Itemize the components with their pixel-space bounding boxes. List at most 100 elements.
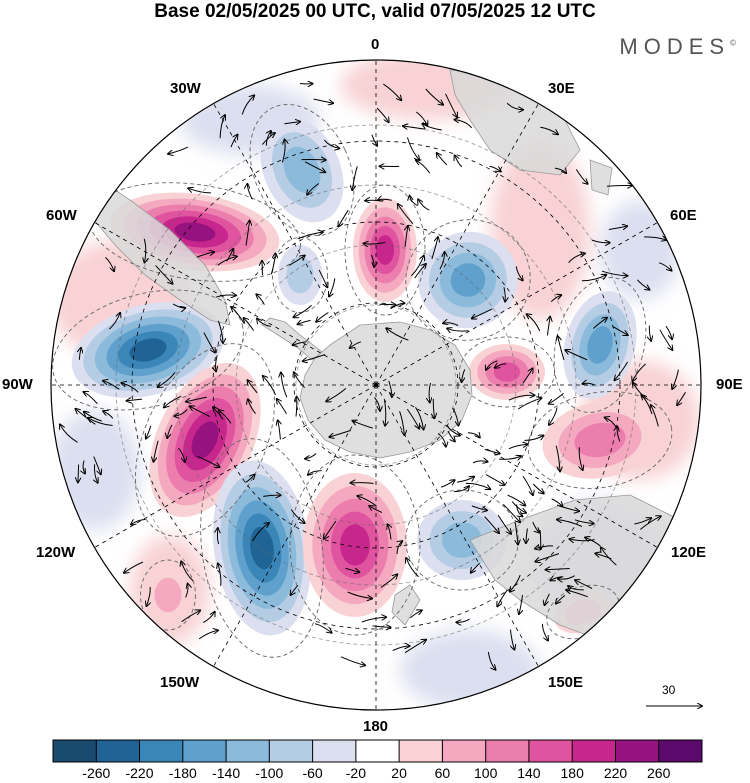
wind-arrow bbox=[581, 275, 606, 282]
wind-arrow bbox=[601, 270, 627, 276]
wind-arrow bbox=[365, 200, 383, 201]
wind-arrow bbox=[290, 509, 304, 523]
wind-arrow bbox=[437, 153, 448, 166]
meridian-line bbox=[375, 222, 658, 386]
latitude-circle bbox=[212, 221, 540, 549]
wind-arrow bbox=[437, 433, 446, 447]
meridian-line bbox=[94, 384, 377, 548]
colorbar-tick-label: -260 bbox=[82, 765, 111, 781]
wind-arrow bbox=[639, 516, 660, 530]
wind-arrow bbox=[551, 498, 563, 507]
wind-arrow bbox=[399, 411, 405, 435]
wind-arrow bbox=[374, 397, 381, 411]
wind-arrow bbox=[185, 584, 188, 598]
wind-arrow bbox=[174, 409, 188, 416]
wind-arrow bbox=[550, 295, 561, 303]
south-america bbox=[89, 179, 231, 326]
wind-arrow bbox=[144, 238, 146, 263]
wind-arrow bbox=[338, 209, 349, 226]
lon-label-120w: 120W bbox=[36, 544, 76, 561]
wind-arrow bbox=[105, 257, 114, 271]
contour-line bbox=[459, 336, 555, 408]
anomaly-cell bbox=[146, 567, 190, 623]
wind-arrow bbox=[329, 429, 351, 437]
wind-arrow bbox=[340, 656, 365, 666]
wind-arrow bbox=[558, 336, 565, 361]
wind-arrow bbox=[522, 475, 533, 495]
wind-arrow bbox=[294, 372, 305, 389]
wind-arrow bbox=[256, 294, 265, 305]
colorbar-tick-label: 180 bbox=[560, 765, 584, 781]
wind-arrow bbox=[565, 350, 588, 361]
wind-arrow bbox=[570, 539, 595, 541]
wind-arrow bbox=[617, 427, 621, 442]
colorbar-tick-label: 60 bbox=[434, 765, 451, 781]
wind-arrow bbox=[217, 256, 237, 266]
graticule bbox=[51, 60, 701, 710]
wind-arrow bbox=[76, 409, 96, 425]
wind-arrow bbox=[510, 629, 515, 650]
wind-arrow bbox=[511, 501, 526, 513]
wind-arrow bbox=[443, 323, 459, 326]
wind-arrow bbox=[388, 524, 392, 540]
wind-arrow bbox=[326, 388, 347, 401]
wind-arrow bbox=[291, 585, 299, 595]
wind-arrow bbox=[612, 326, 628, 335]
wind-arrow bbox=[568, 586, 584, 590]
wind-arrow bbox=[453, 486, 469, 493]
colorbar-frame bbox=[52, 739, 703, 763]
wind-arrow bbox=[486, 360, 498, 370]
wind-arrow bbox=[217, 320, 223, 343]
wind-arrow bbox=[658, 262, 672, 271]
wind-arrow bbox=[641, 395, 653, 415]
wind-arrow bbox=[541, 623, 548, 641]
lon-label-150e: 150E bbox=[548, 674, 584, 691]
wind-arrow bbox=[555, 445, 560, 472]
wind-arrow bbox=[84, 412, 102, 422]
antarctica bbox=[299, 321, 473, 459]
wind-arrow bbox=[178, 447, 185, 462]
lon-label-90e: 90E bbox=[716, 376, 743, 393]
wind-arrow bbox=[262, 261, 263, 276]
wind-arrow bbox=[298, 320, 311, 324]
wind-arrow bbox=[403, 126, 425, 129]
wind-arrow bbox=[532, 483, 543, 493]
brand-logo: MODES© bbox=[619, 34, 736, 59]
wind-arrow bbox=[307, 183, 320, 195]
wind-arrow bbox=[575, 169, 587, 183]
wind-arrow bbox=[527, 314, 541, 332]
wind-arrow bbox=[60, 425, 78, 443]
lon-label-30w: 30W bbox=[170, 80, 201, 97]
wind-arrow bbox=[376, 107, 389, 122]
colorbar-swatch bbox=[226, 740, 270, 762]
wind-arrow bbox=[440, 480, 455, 488]
wind-arrow bbox=[218, 564, 221, 586]
wind-arrow bbox=[516, 504, 523, 516]
wind-arrow bbox=[659, 329, 672, 350]
wind-arrow bbox=[318, 269, 327, 288]
wind-arrow bbox=[615, 361, 629, 380]
wind-arrow bbox=[431, 237, 438, 260]
wind-arrow bbox=[405, 226, 408, 247]
wind-arrow bbox=[352, 166, 358, 190]
wind-arrow bbox=[248, 399, 256, 415]
colorbar-swatch bbox=[96, 740, 140, 762]
wind-arrow bbox=[181, 561, 194, 582]
wind-arrow bbox=[410, 610, 421, 619]
wind-arrow bbox=[378, 199, 392, 200]
wind-arrow bbox=[591, 239, 610, 243]
wind-arrow bbox=[406, 408, 419, 428]
wind-arrow bbox=[257, 319, 271, 327]
wind-arrow bbox=[556, 595, 566, 604]
wind-arrow bbox=[608, 226, 627, 229]
wind-arrow bbox=[203, 612, 214, 623]
wind-arrow bbox=[557, 520, 583, 527]
wind-arrow bbox=[124, 561, 144, 573]
colorbar-tick-label: 220 bbox=[603, 765, 628, 781]
wind-arrow bbox=[190, 406, 211, 417]
wind-arrow bbox=[472, 308, 493, 319]
colorbar-swatch bbox=[572, 740, 616, 762]
wind-arrow bbox=[357, 496, 377, 507]
wind-arrow bbox=[484, 448, 500, 453]
wind-arrow bbox=[390, 303, 405, 310]
